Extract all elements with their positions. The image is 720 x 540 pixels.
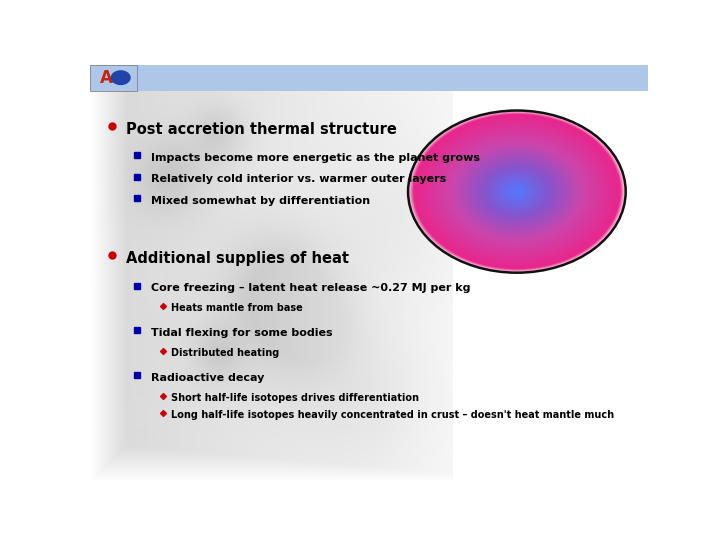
Text: Core freezing – latent heat release ~0.27 MJ per kg: Core freezing – latent heat release ~0.2…: [151, 283, 471, 293]
Text: Relatively cold interior vs. warmer outer layers: Relatively cold interior vs. warmer oute…: [151, 174, 446, 184]
Text: Mixed somewhat by differentiation: Mixed somewhat by differentiation: [151, 196, 371, 206]
Bar: [90, 65, 648, 91]
Text: Short half-life isotopes drives differentiation: Short half-life isotopes drives differen…: [171, 393, 419, 403]
Text: Radioactive decay: Radioactive decay: [151, 373, 265, 383]
Text: Heats mantle from base: Heats mantle from base: [171, 303, 302, 313]
Text: Post accretion thermal structure: Post accretion thermal structure: [126, 122, 397, 137]
Text: Impacts become more energetic as the planet grows: Impacts become more energetic as the pla…: [151, 152, 480, 163]
Text: PYTS 554 – Planetary Heating: PYTS 554 – Planetary Heating: [230, 69, 508, 87]
Text: Distributed heating: Distributed heating: [171, 348, 279, 358]
Text: Additional supplies of heat: Additional supplies of heat: [126, 251, 349, 266]
Text: Tidal flexing for some bodies: Tidal flexing for some bodies: [151, 328, 333, 338]
Circle shape: [111, 70, 131, 85]
Text: 4: 4: [628, 69, 639, 87]
Text: Long half-life isotopes heavily concentrated in crust – doesn't heat mantle much: Long half-life isotopes heavily concentr…: [171, 410, 614, 420]
Text: A: A: [100, 69, 113, 87]
Bar: [90, 65, 138, 91]
